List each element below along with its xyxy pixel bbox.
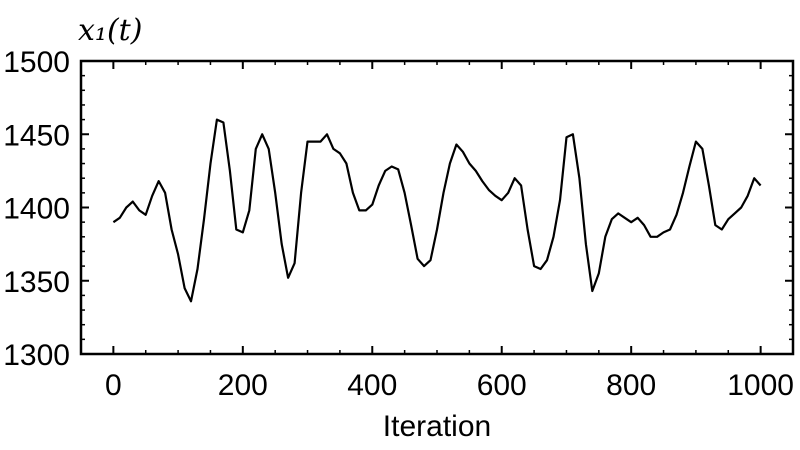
- chart-title: x₁(t): [78, 13, 142, 48]
- y-tick-label-4: 1500: [3, 46, 70, 79]
- x-tick-label-0: 0: [105, 369, 122, 402]
- plot-frame: [79, 59, 795, 356]
- tick-marks: [81, 60, 793, 355]
- series-line-x1: [112, 118, 762, 303]
- x-tick-label-2: 400: [347, 369, 397, 402]
- x-tick-label-1: 200: [218, 369, 268, 402]
- y-tick-label-0: 1300: [3, 339, 70, 372]
- x-tick-label-3: 600: [477, 369, 527, 402]
- x-tick-label-5: 1000: [727, 369, 794, 402]
- y-tick-label-3: 1450: [3, 119, 70, 152]
- x-axis-label: Iteration: [383, 410, 491, 443]
- y-tick-label-2: 1400: [3, 193, 70, 226]
- y-tick-label-1: 1350: [3, 266, 70, 299]
- tick-labels: 0 200 400 600 800 1000 1300 1350 1400 1450 1500: [3, 46, 794, 402]
- x-tick-label-4: 800: [606, 369, 656, 402]
